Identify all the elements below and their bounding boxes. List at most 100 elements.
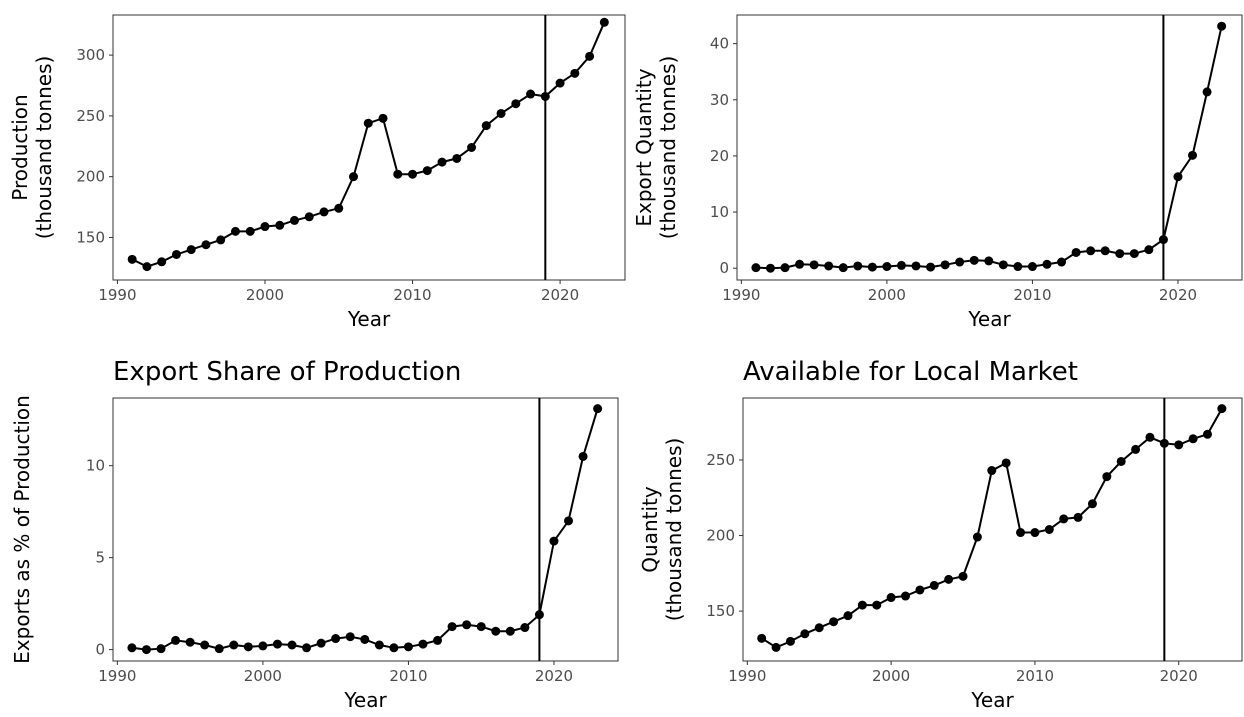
data-point [1100, 246, 1110, 256]
data-point [345, 632, 355, 642]
data-point [1057, 257, 1067, 267]
x-tick-label: 2000 [872, 667, 910, 685]
data-point [230, 226, 240, 236]
data-point [216, 235, 226, 245]
data-point [882, 262, 892, 272]
x-axis-label: Year [343, 688, 387, 712]
panel-local-market: Available for Local Market 1990 2000 2010 20… [638, 357, 1243, 712]
data-point [467, 143, 477, 152]
data-point [829, 617, 839, 627]
data-point [418, 639, 428, 649]
data-point [809, 260, 819, 270]
data-point [334, 203, 344, 213]
data-point [260, 222, 270, 232]
data-point [886, 593, 896, 603]
data-point [349, 172, 359, 182]
y-axis-label: Exports as % of Production [10, 395, 34, 664]
data-point [1202, 87, 1212, 97]
data-point [578, 451, 588, 461]
data-point [751, 263, 761, 273]
data-point [142, 262, 152, 272]
data-point [520, 623, 530, 633]
data-point [824, 261, 834, 271]
data-point [969, 255, 979, 265]
data-point [593, 404, 603, 414]
data-point [476, 622, 486, 632]
data-point [496, 108, 506, 118]
data-point [433, 635, 443, 645]
y-tick-label: 40 [710, 35, 729, 53]
panel-production: 1990 2000 2010 2020 150 200 250 300 Year Producti… [8, 14, 626, 331]
data-point [505, 626, 515, 636]
data-point [1042, 259, 1052, 269]
data-point [229, 640, 239, 650]
plot-frame [112, 14, 626, 281]
data-point [853, 261, 863, 271]
data-point [1115, 249, 1125, 259]
x-axis-label: Year [347, 307, 391, 331]
data-point [843, 611, 853, 621]
data-point [156, 644, 166, 654]
y-tick-label: 300 [76, 46, 105, 64]
x-tick-label: 1990 [722, 286, 760, 304]
data-point [378, 113, 388, 123]
data-point [526, 89, 536, 99]
data-point [171, 635, 181, 645]
data-point [141, 645, 151, 655]
data-point [491, 626, 501, 636]
data-point [447, 622, 457, 632]
data-point [272, 639, 282, 649]
data-point [555, 78, 565, 88]
y-tick-label: 30 [710, 91, 729, 109]
panel-export-share: Export Share of Production 1990 2000 2010 20… [10, 357, 619, 712]
data-point [319, 207, 329, 217]
x-tick-label: 1990 [98, 286, 136, 304]
data-point [408, 169, 418, 179]
panel-title: Available for Local Market [743, 357, 1078, 387]
data-point [984, 256, 994, 266]
x-tick-label: 2020 [1160, 667, 1198, 685]
data-point [127, 254, 137, 264]
data-point [1144, 245, 1154, 255]
data-point [765, 263, 775, 273]
data-point [331, 634, 341, 644]
data-point [926, 262, 936, 272]
data-point [393, 169, 403, 179]
data-point [896, 260, 906, 270]
data-point [171, 249, 181, 259]
y-tick-label: 10 [86, 457, 105, 475]
data-point [958, 571, 968, 581]
data-point [549, 536, 559, 546]
series-line [131, 21, 606, 268]
data-point [243, 642, 253, 652]
x-axis-label: Year [967, 307, 1011, 331]
data-point [1013, 262, 1023, 272]
x-tick-label: 2020 [535, 667, 573, 685]
data-point [481, 121, 491, 131]
y-tick-label: 0 [719, 259, 729, 277]
data-point [795, 259, 805, 269]
data-point [389, 643, 399, 653]
data-point [316, 638, 326, 648]
x-tick-label: 2010 [393, 286, 431, 304]
data-point [915, 585, 925, 595]
x-tick-label: 1990 [728, 667, 766, 685]
panel-exports: 1990 2000 2010 2020 0 10 20 30 40 Year Export Quan… [632, 14, 1243, 331]
data-point [534, 610, 544, 620]
y-axis-label: Production [8, 94, 32, 200]
y-tick-label: 20 [710, 147, 729, 165]
x-tick-label: 2000 [246, 286, 284, 304]
data-point [363, 118, 373, 128]
data-point [1087, 499, 1097, 509]
x-tick-label: 2000 [244, 667, 282, 685]
data-point [1071, 247, 1081, 257]
data-point [1145, 432, 1155, 442]
data-point [374, 640, 384, 650]
series-line [131, 408, 599, 651]
data-point [437, 157, 447, 167]
data-point [511, 99, 521, 109]
data-point [1027, 262, 1037, 272]
data-point [245, 226, 255, 236]
x-tick-label: 2020 [541, 286, 579, 304]
